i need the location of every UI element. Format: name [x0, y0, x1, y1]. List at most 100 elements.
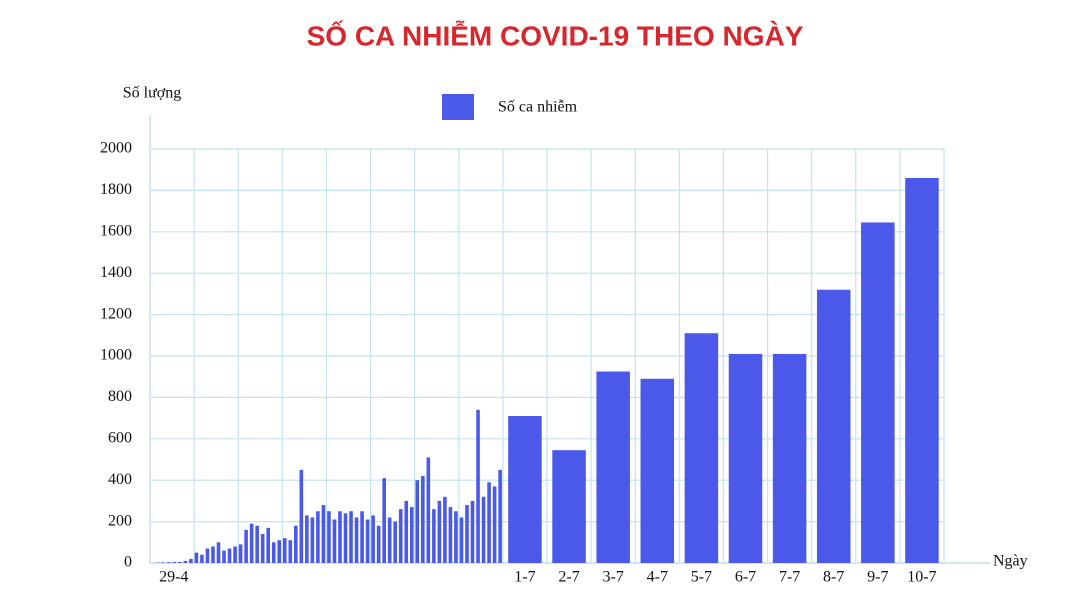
bar [161, 562, 166, 563]
x-tick-label: 5-7 [691, 569, 712, 586]
x-tick-label: 2-7 [558, 569, 579, 586]
bar [360, 511, 364, 563]
bar [233, 546, 237, 563]
bar [492, 486, 497, 563]
y-tick-label: 600 [108, 429, 132, 446]
x-tick-label: 10-7 [907, 569, 936, 586]
bar [382, 478, 386, 563]
y-tick-label: 800 [108, 388, 132, 405]
bar [271, 542, 276, 563]
bar [371, 515, 375, 563]
bar [508, 416, 542, 563]
bar [432, 509, 436, 563]
bar [481, 496, 486, 563]
bar [404, 500, 409, 563]
bar [349, 511, 353, 563]
x-tick-label: 1-7 [514, 569, 535, 586]
bar [816, 289, 851, 563]
bar [178, 561, 182, 563]
bar [282, 538, 287, 563]
y-tick-label: 2000 [100, 140, 132, 157]
x-axis-label: Ngày [993, 553, 1028, 570]
bar [415, 480, 420, 563]
bar [421, 476, 425, 563]
y-tick-label: 200 [108, 512, 132, 529]
bar [552, 450, 586, 563]
bar [387, 517, 392, 563]
bar [260, 534, 265, 563]
bar [376, 525, 381, 563]
bar [470, 500, 475, 563]
bar [211, 546, 215, 563]
x-tick-label: 8-7 [823, 569, 844, 586]
bar [684, 333, 719, 563]
legend-swatch [442, 94, 474, 120]
bar [266, 527, 270, 563]
chart-title: SỐ CA NHIỄM COVID-19 THEO NGÀY [307, 19, 804, 51]
bar [167, 562, 171, 563]
bar [338, 511, 342, 563]
bar [189, 558, 193, 563]
bar [172, 561, 177, 563]
x-tick-label: 3-7 [603, 569, 624, 586]
bar [426, 457, 431, 563]
bar [861, 222, 895, 564]
bar [183, 560, 188, 563]
bar [905, 177, 939, 564]
bar [476, 409, 480, 563]
bar [194, 552, 199, 563]
y-tick-label: 0 [124, 554, 132, 571]
bar [487, 482, 491, 563]
bar [772, 353, 807, 563]
bar [305, 515, 309, 563]
y-tick-label: 1200 [100, 305, 132, 322]
bar [321, 505, 326, 563]
bar [255, 525, 259, 563]
y-tick-label: 400 [108, 471, 132, 488]
x-tick-label: 7-7 [779, 569, 800, 586]
x-tick-label: 4-7 [647, 569, 668, 586]
legend-label: Số ca nhiễm [498, 99, 578, 116]
bar [398, 509, 403, 563]
bar [222, 550, 226, 563]
bar [437, 500, 442, 563]
bar [443, 496, 447, 563]
bar [316, 511, 320, 563]
bar [596, 371, 630, 563]
bar [299, 469, 304, 563]
bar [310, 517, 315, 563]
bar [205, 548, 210, 563]
bar [354, 517, 359, 563]
bar [365, 519, 370, 563]
y-tick-label: 1000 [100, 347, 132, 364]
bar [227, 548, 232, 563]
bar [393, 521, 398, 563]
bar [249, 523, 254, 563]
bar [200, 554, 204, 563]
y-tick-label: 1800 [100, 181, 132, 198]
x-tick-label: 29-4 [159, 569, 188, 586]
x-tick-label: 9-7 [867, 569, 888, 586]
bar [640, 378, 675, 563]
bar [498, 469, 502, 563]
bar [244, 529, 248, 563]
bar [465, 505, 469, 563]
bar [238, 544, 243, 563]
bar [409, 507, 414, 563]
bar [277, 540, 282, 563]
bar [728, 353, 763, 563]
bar [294, 525, 298, 563]
bar [327, 511, 331, 563]
bar [332, 519, 337, 563]
x-tick-label: 6-7 [735, 569, 756, 586]
y-tick-label: 1400 [100, 264, 132, 281]
y-tick-label: 1600 [100, 222, 132, 239]
bar [448, 507, 453, 563]
bar [454, 511, 458, 563]
bar [216, 542, 221, 563]
bar [343, 513, 348, 563]
bar [459, 517, 464, 563]
y-axis-label: Số lượng [123, 85, 181, 102]
bar [288, 540, 293, 563]
